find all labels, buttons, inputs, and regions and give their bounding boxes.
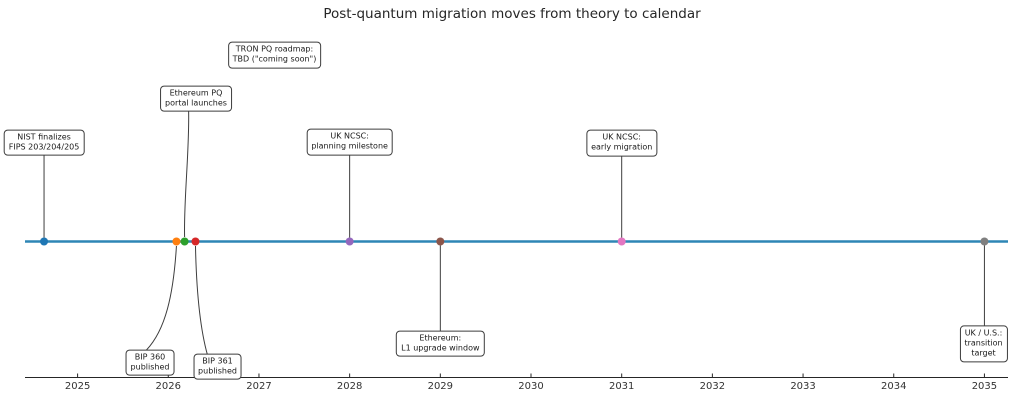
- x-axis-tick-label: 2034: [881, 381, 907, 392]
- x-axis-tick-label: 2031: [608, 381, 635, 392]
- event-label-tron-pq-roadmap: TRON PQ roadmap: TBD ("coming soon"): [227, 41, 322, 69]
- event-dot-uk-ncsc-planning: [345, 237, 354, 246]
- event-dot-eth-l1: [436, 237, 445, 246]
- x-axis-tick-label: 2028: [336, 381, 363, 392]
- chart-title: Post-quantum migration moves from theory…: [323, 6, 701, 22]
- x-axis-tick-label: 2035: [971, 381, 998, 392]
- event-label-bip-360: BIP 360 published: [125, 349, 175, 376]
- event-dot-eth-portal: [180, 237, 189, 246]
- event-label-uk-us-target: UK / U.S.: transition target: [959, 324, 1008, 363]
- x-axis-tick-label: 2026: [155, 381, 181, 392]
- event-dot-nist-fips: [40, 237, 49, 246]
- event-label-nist-fips: NIST finalizes FIPS 203/204/205: [3, 129, 85, 156]
- x-axis-tick-label: 2033: [790, 381, 816, 392]
- event-label-uk-ncsc-planning: UK NCSC: planning milestone: [306, 128, 393, 156]
- x-axis-tick-label: 2029: [427, 381, 454, 392]
- x-axis-tick-label: 2025: [64, 381, 91, 392]
- event-dot-uk-us-target: [980, 237, 989, 246]
- x-axis-tick-label: 2027: [246, 381, 272, 392]
- event-dot-uk-ncsc-early: [617, 237, 626, 246]
- event-label-eth-l1: Ethereum: L1 upgrade window: [396, 330, 485, 357]
- event-dot-bip-360: [172, 237, 181, 246]
- leader-line-bip-361: [194, 245, 208, 356]
- leader-line-eth-portal: [183, 109, 190, 238]
- leader-line-bip-360: [146, 245, 177, 351]
- event-dot-bip-361: [191, 237, 200, 246]
- x-axis-tick-label: 2032: [699, 381, 726, 392]
- event-label-eth-portal: Ethereum PQ portal launches: [160, 85, 232, 112]
- x-axis-tick-label: 2030: [518, 381, 544, 392]
- event-label-bip-361: BIP 361 published: [193, 353, 242, 380]
- event-label-uk-ncsc-early: UK NCSC: early migration: [586, 129, 658, 157]
